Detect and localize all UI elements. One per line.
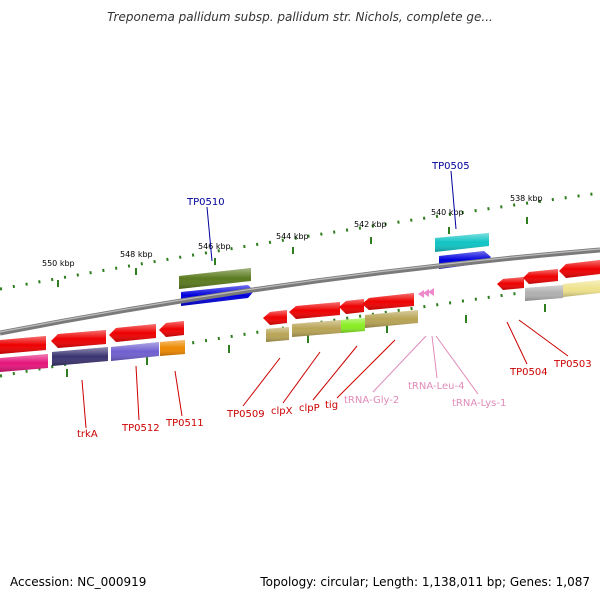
genome-backbone <box>0 247 600 336</box>
scale-label-540: 540 kbp <box>431 208 464 217</box>
scale-label-550: 550 kbp <box>42 259 75 268</box>
scale-label-542: 542 kbp <box>354 220 387 229</box>
outer-scale-ring <box>0 191 600 291</box>
scale-label-538: 538 kbp <box>510 194 543 203</box>
scale-labels: 550 kbp 548 kbp 546 kbp 544 kbp 542 kbp … <box>42 194 543 268</box>
label-trka[interactable]: trkA <box>77 429 98 440</box>
label-tp0512[interactable]: TP0512 <box>121 423 160 434</box>
label-clpx[interactable]: clpX <box>271 406 293 417</box>
red-gene-arrows <box>0 260 600 354</box>
label-tp0505[interactable]: TP0505 <box>431 161 470 172</box>
topology-summary: Topology: circular; Length: 1,138,011 bp… <box>260 575 590 589</box>
label-tig[interactable]: tig <box>325 400 338 411</box>
label-trna-leu-4[interactable]: tRNA-Leu-4 <box>408 381 464 392</box>
scale-label-548: 548 kbp <box>120 250 153 259</box>
label-tp0510[interactable]: TP0510 <box>186 197 225 208</box>
trna-arrow-3 <box>428 288 434 296</box>
label-tp0504[interactable]: TP0504 <box>509 367 548 378</box>
accession-text: Accession: NC_000919 <box>10 575 147 589</box>
trna-arrow-2 <box>423 289 429 297</box>
scale-label-544: 544 kbp <box>276 232 309 241</box>
label-tp0509[interactable]: TP0509 <box>226 409 265 420</box>
gene-labels: TP0510 TP0505 trkA TP0512 TP0511 TP0509 … <box>77 161 592 440</box>
trna-arrow-1 <box>418 290 424 298</box>
label-tp0511[interactable]: TP0511 <box>165 418 204 429</box>
label-trna-lys-1[interactable]: tRNA-Lys-1 <box>452 398 506 409</box>
inner-major-ticks <box>66 304 546 377</box>
leader-lines <box>81 170 569 429</box>
scale-label-546: 546 kbp <box>198 242 231 251</box>
map-title: Treponema pallidum subsp. pallidum str. … <box>107 10 493 24</box>
label-trna-gly-2[interactable]: tRNA-Gly-2 <box>344 395 399 406</box>
label-clpp[interactable]: clpP <box>299 403 320 414</box>
label-tp0503[interactable]: TP0503 <box>553 359 592 370</box>
cog-blocks <box>0 280 600 372</box>
